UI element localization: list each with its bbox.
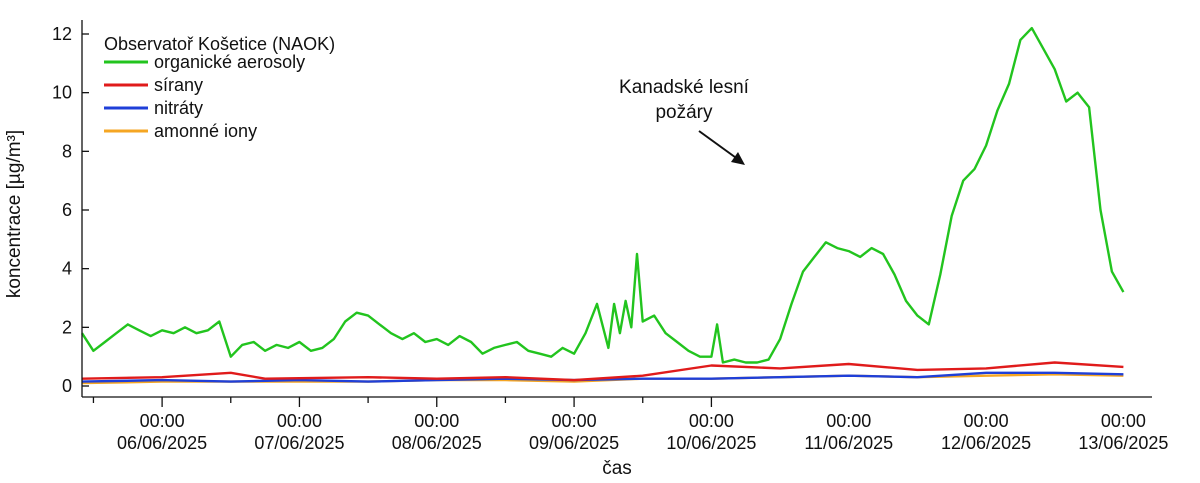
x-axis-ticks: 00:0006/06/202500:0007/06/202500:0008/06… xyxy=(92,397,1168,453)
y-tick-label: 2 xyxy=(62,317,72,337)
series-line-2 xyxy=(81,371,1124,383)
y-tick-label: 12 xyxy=(52,24,72,44)
x-tick-date-label: 06/06/2025 xyxy=(117,433,207,453)
annotation-line-2: požáry xyxy=(655,102,713,123)
legend-label: nitráty xyxy=(154,98,203,118)
x-tick-date-label: 12/06/2025 xyxy=(941,433,1031,453)
x-tick-date-label: 13/06/2025 xyxy=(1078,433,1168,453)
x-tick-time-label: 00:00 xyxy=(964,411,1009,431)
y-tick-label: 10 xyxy=(52,83,72,103)
legend-items: organické aerosoly sírany nitráty amonné io… xyxy=(104,52,305,141)
y-axis-ticks: 0 2 4 6 8 10 12 xyxy=(52,24,89,396)
y-tick-label: 8 xyxy=(62,141,72,161)
y-axis-title: koncentrace [µg/m³] xyxy=(4,130,25,298)
series-line-1 xyxy=(81,361,1124,382)
annotation-arrow xyxy=(698,130,740,161)
x-tick-date-label: 09/06/2025 xyxy=(529,433,619,453)
legend-label: amonné iony xyxy=(154,121,257,141)
annotation-line-1: Kanadské lesní xyxy=(619,77,750,98)
legend: Observatoř Košetice (NAOK) organické aer… xyxy=(104,34,335,141)
y-tick-label: 6 xyxy=(62,200,72,220)
x-tick-time-label: 00:00 xyxy=(414,411,459,431)
x-tick-time-label: 00:00 xyxy=(826,411,871,431)
x-tick-time-label: 00:00 xyxy=(1101,411,1146,431)
legend-label: sírany xyxy=(154,75,203,95)
series-lines xyxy=(80,26,1125,385)
annotation: Kanadské lesní požáry xyxy=(619,77,750,165)
legend-title: Observatoř Košetice (NAOK) xyxy=(104,34,335,54)
x-tick-date-label: 11/06/2025 xyxy=(804,433,893,453)
annotation-arrowhead xyxy=(731,152,745,165)
x-tick-time-label: 00:00 xyxy=(277,411,322,431)
series-line-0 xyxy=(80,26,1125,364)
legend-label: organické aerosoly xyxy=(154,52,305,72)
x-tick-time-label: 00:00 xyxy=(689,411,734,431)
y-tick-label: 4 xyxy=(62,259,72,279)
x-tick-date-label: 08/06/2025 xyxy=(392,433,482,453)
x-tick-time-label: 00:00 xyxy=(140,411,185,431)
x-tick-date-label: 10/06/2025 xyxy=(666,433,756,453)
y-tick-label: 0 xyxy=(62,376,72,396)
x-tick-date-label: 07/06/2025 xyxy=(254,433,344,453)
x-tick-time-label: 00:00 xyxy=(552,411,597,431)
x-axis-title: čas xyxy=(602,458,632,479)
